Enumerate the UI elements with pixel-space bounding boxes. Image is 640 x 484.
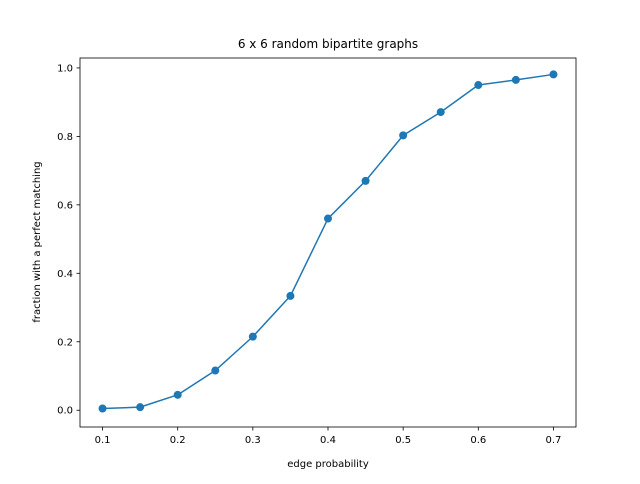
x-tick-label: 0.6	[470, 435, 486, 446]
data-point	[549, 70, 558, 79]
data-point	[98, 404, 107, 413]
x-axis-ticks: 0.1 0.2 0.3 0.4 0.5 0.6 0.7	[95, 427, 562, 446]
y-tick-label: 0.2	[57, 337, 73, 348]
data-point	[211, 366, 220, 375]
data-point	[474, 81, 483, 90]
data-point	[436, 108, 445, 117]
y-tick-label: 0.4	[57, 269, 73, 280]
x-axis-label: edge probability	[287, 459, 369, 470]
plot-area	[98, 70, 558, 413]
y-tick-label: 0.8	[57, 132, 73, 143]
chart-title: 6 x 6 random bipartite graphs	[238, 37, 418, 51]
data-point	[361, 176, 370, 185]
data-point	[173, 390, 182, 399]
x-tick-label: 0.1	[95, 435, 111, 446]
x-tick-label: 0.4	[320, 435, 336, 446]
y-tick-label: 1.0	[57, 63, 73, 74]
x-tick-label: 0.3	[245, 435, 261, 446]
y-axis-label: fraction with a perfect matching	[32, 161, 43, 322]
data-point	[399, 131, 408, 140]
data-point	[136, 403, 145, 412]
data-point	[286, 291, 295, 300]
x-tick-label: 0.5	[395, 435, 411, 446]
x-tick-label: 0.7	[546, 435, 562, 446]
data-point	[248, 332, 257, 341]
y-tick-label: 0.0	[57, 406, 73, 417]
x-tick-label: 0.2	[170, 435, 186, 446]
data-point	[511, 75, 520, 84]
y-tick-label: 0.6	[57, 200, 73, 211]
axes-frame	[79, 57, 577, 428]
data-point	[324, 214, 332, 223]
y-axis-ticks: 0.0 0.2 0.4 0.6 0.8 1.0	[57, 63, 80, 417]
